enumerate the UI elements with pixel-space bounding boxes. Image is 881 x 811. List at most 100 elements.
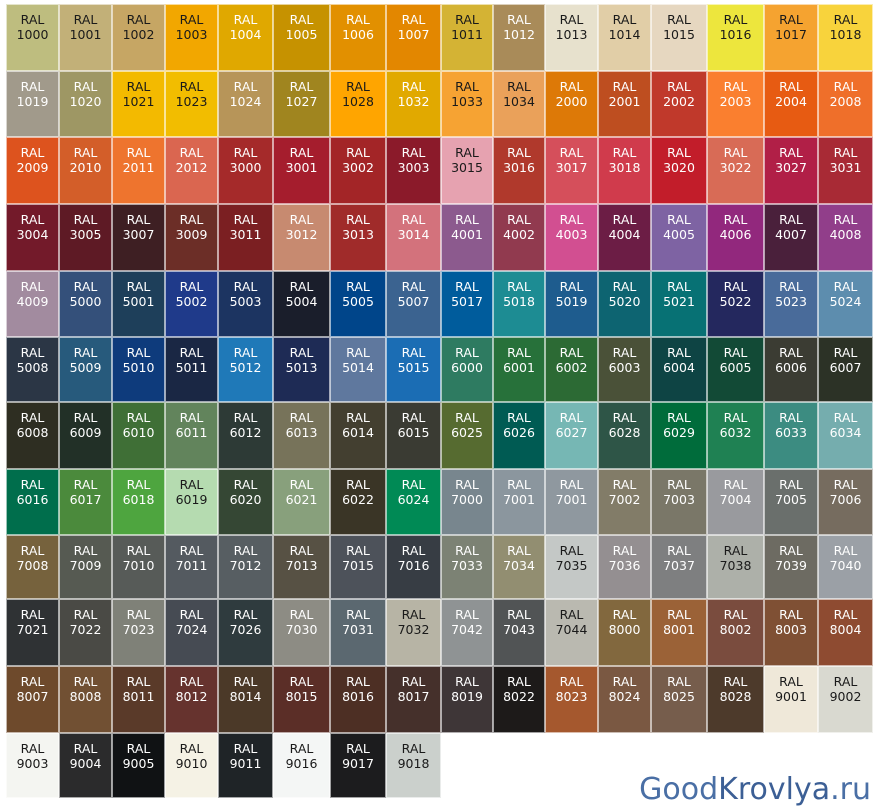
swatch-prefix: RAL	[20, 741, 45, 756]
swatch-code: 7001	[555, 492, 588, 507]
swatch-code: 5011	[175, 360, 208, 375]
color-swatch: RAL 3031	[818, 137, 873, 204]
swatch-code: 7003	[663, 492, 695, 507]
swatch-code: 4001	[451, 227, 483, 242]
swatch-prefix: RAL	[833, 145, 858, 160]
swatch-prefix: RAL	[455, 279, 479, 294]
swatch-prefix: RAL	[455, 12, 479, 27]
swatch-prefix: RAL	[233, 477, 258, 492]
swatch-code: 7016	[397, 558, 430, 573]
swatch-prefix: RAL	[667, 543, 691, 558]
swatch-prefix: RAL	[723, 477, 748, 492]
swatch-code: 2000	[555, 94, 588, 109]
swatch-prefix: RAL	[779, 79, 803, 94]
swatch-code: 8012	[175, 689, 208, 704]
color-swatch: RAL 1003	[165, 4, 218, 71]
color-swatch: RAL 5011	[165, 337, 218, 402]
swatch-code: 1021	[122, 94, 155, 109]
swatch-prefix: RAL	[73, 477, 98, 492]
swatch-code: 6015	[397, 425, 430, 440]
color-swatch: RAL 2010	[59, 137, 112, 204]
site-watermark: GoodKrovlya.ru	[639, 772, 871, 807]
color-swatch: RAL 4006	[707, 204, 764, 271]
color-swatch: RAL 1032	[386, 71, 441, 137]
color-swatch: RAL 7044	[545, 599, 598, 666]
color-swatch: RAL 6002	[545, 337, 598, 402]
swatch-code: 7030	[285, 622, 318, 637]
swatch-code: 5023	[775, 294, 807, 309]
color-swatch: RAL 7038	[707, 535, 764, 599]
swatch-prefix: RAL	[401, 79, 426, 94]
color-swatch: RAL 7015	[330, 535, 386, 599]
swatch-prefix: RAL	[559, 12, 584, 27]
swatch-prefix: RAL	[667, 410, 691, 425]
color-swatch: RAL 5022	[707, 271, 764, 337]
color-swatch: RAL 7003	[651, 469, 707, 535]
color-swatch: RAL 4009	[6, 271, 59, 337]
swatch-code: 8000	[608, 622, 641, 637]
swatch-code: 6016	[16, 492, 49, 507]
color-swatch: RAL 3001	[273, 137, 330, 204]
color-swatch: RAL 2008	[818, 71, 873, 137]
color-swatch: RAL 7000	[441, 469, 493, 535]
swatch-code: 3001	[285, 160, 318, 175]
color-swatch: RAL 5020	[598, 271, 651, 337]
swatch-code: 8007	[16, 689, 49, 704]
swatch-prefix: RAL	[179, 79, 204, 94]
swatch-prefix: RAL	[289, 607, 314, 622]
swatch-prefix: RAL	[20, 12, 45, 27]
swatch-prefix: RAL	[507, 345, 531, 360]
swatch-prefix: RAL	[559, 477, 584, 492]
swatch-prefix: RAL	[507, 543, 531, 558]
color-swatch: RAL 2009	[6, 137, 59, 204]
swatch-prefix: RAL	[612, 12, 637, 27]
swatch-code: 1023	[175, 94, 208, 109]
color-swatch: RAL 3020	[651, 137, 707, 204]
swatch-code: 3015	[451, 160, 483, 175]
color-swatch: RAL 6019	[165, 469, 218, 535]
swatch-prefix: RAL	[833, 345, 858, 360]
swatch-code: 8001	[663, 622, 695, 637]
color-swatch: RAL 7011	[165, 535, 218, 599]
color-swatch: RAL 8001	[651, 599, 707, 666]
swatch-code: 4004	[608, 227, 641, 242]
swatch-prefix: RAL	[20, 543, 45, 558]
color-swatch: RAL 7009	[59, 535, 112, 599]
color-swatch: RAL 1018	[818, 4, 873, 71]
swatch-prefix: RAL	[507, 212, 531, 227]
swatch-prefix: RAL	[612, 279, 637, 294]
swatch-prefix: RAL	[20, 79, 45, 94]
swatch-code: 1017	[775, 27, 807, 42]
swatch-prefix: RAL	[346, 145, 370, 160]
color-swatch: RAL 7001	[493, 469, 545, 535]
swatch-prefix: RAL	[723, 279, 748, 294]
swatch-prefix: RAL	[289, 145, 314, 160]
color-swatch: RAL 2001	[598, 71, 651, 137]
swatch-code: 7032	[397, 622, 430, 637]
swatch-code: 2001	[608, 94, 641, 109]
swatch-prefix: RAL	[779, 12, 803, 27]
swatch-code: 7013	[285, 558, 318, 573]
swatch-code: 4005	[663, 227, 695, 242]
swatch-prefix: RAL	[455, 345, 479, 360]
swatch-prefix: RAL	[612, 543, 637, 558]
swatch-code: 7044	[555, 622, 588, 637]
swatch-prefix: RAL	[179, 543, 204, 558]
color-swatch: RAL 1007	[386, 4, 441, 71]
swatch-prefix: RAL	[401, 607, 426, 622]
swatch-code: 7015	[342, 558, 374, 573]
swatch-prefix: RAL	[559, 674, 584, 689]
swatch-code: 1033	[451, 94, 483, 109]
color-swatch: RAL 1005	[273, 4, 330, 71]
swatch-code: 1013	[555, 27, 588, 42]
swatch-code: 7026	[229, 622, 262, 637]
swatch-prefix: RAL	[346, 741, 370, 756]
swatch-code: 3009	[175, 227, 208, 242]
swatch-code: 9004	[69, 756, 102, 771]
swatch-prefix: RAL	[289, 12, 314, 27]
color-swatch: RAL 8004	[818, 599, 873, 666]
swatch-code: 6008	[16, 425, 49, 440]
swatch-code: 8014	[229, 689, 262, 704]
swatch-prefix: RAL	[559, 79, 584, 94]
swatch-code: 6021	[285, 492, 318, 507]
